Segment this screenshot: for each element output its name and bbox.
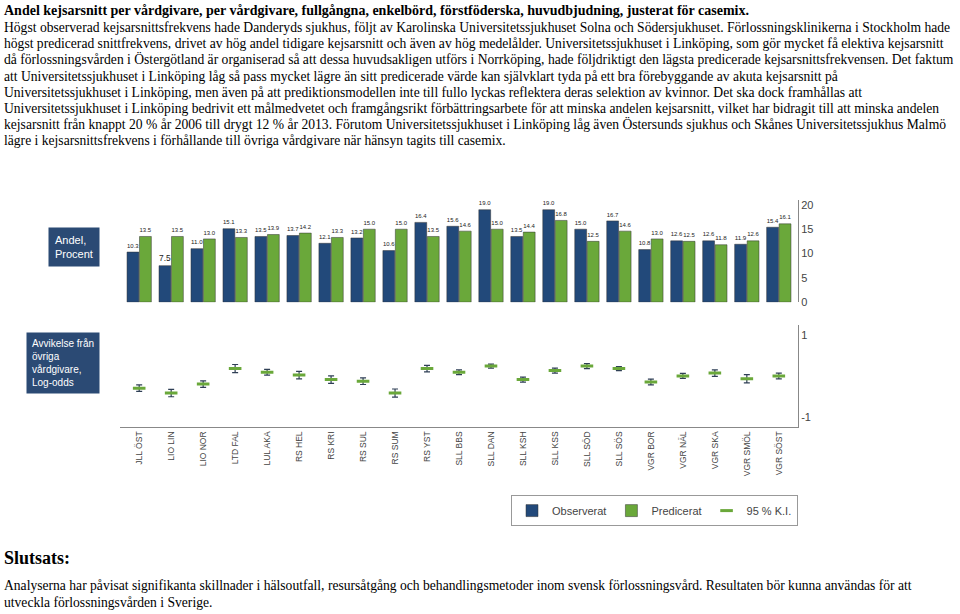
svg-text:LUL AKA: LUL AKA [262,431,272,466]
svg-text:LIO LIN: LIO LIN [166,431,176,460]
svg-text:VGR SKA: VGR SKA [710,431,720,469]
svg-text:10.3: 10.3 [127,243,139,249]
svg-text:RS YST: RS YST [422,431,432,462]
svg-text:SLL SÖD: SLL SÖD [582,431,592,467]
svg-text:16.4: 16.4 [415,213,427,219]
svg-text:13.9: 13.9 [267,225,279,231]
svg-text:13.5: 13.5 [511,227,523,233]
svg-text:10: 10 [801,247,813,259]
svg-text:10.8: 10.8 [639,240,651,246]
svg-text:16.7: 16.7 [607,212,619,218]
svg-text:1: 1 [801,329,807,341]
svg-text:12.5: 12.5 [587,232,599,238]
svg-text:15.0: 15.0 [363,220,375,226]
svg-text:VGR BOR: VGR BOR [646,431,656,470]
svg-text:13.7: 13.7 [287,226,299,232]
html-text:Högst observerad kejsarsnittsf: Högst observerad kejsarsnittsfrekvens ha… [4,20,954,149]
svg-text:16.1: 16.1 [779,214,791,220]
svg-text:VGR SMÖL: VGR SMÖL [742,431,752,476]
svg-text:13.3: 13.3 [235,228,247,234]
svg-text:13.5: 13.5 [140,227,152,233]
svg-text:LTD FAL: LTD FAL [230,431,240,464]
svg-text:VGR NÄL: VGR NÄL [678,431,688,469]
svg-text:16.8: 16.8 [555,211,567,217]
svg-text:11.0: 11.0 [191,238,203,245]
svg-text:15.0: 15.0 [395,220,407,226]
svg-text:SLL KSH: SLL KSH [518,431,528,466]
svg-text:VGR SÖST: VGR SÖST [774,431,784,475]
html-text:Slutsats:: Slutsats: [4,548,70,568]
svg-text:RS KRI: RS KRI [326,431,336,459]
svg-text:95 % K.I.: 95 % K.I. [747,505,792,517]
svg-text:JLL ÖST: JLL ÖST [134,431,144,464]
svg-text:15.6: 15.6 [447,217,459,223]
svg-text:5: 5 [801,272,807,284]
svg-text:Observerat: Observerat [552,505,606,517]
svg-text:12.1: 12.1 [319,234,331,240]
svg-text:-1: -1 [801,411,811,423]
svg-text:13.5: 13.5 [171,227,183,233]
svg-text:SLL DAN: SLL DAN [486,431,496,466]
svg-text:14.4: 14.4 [523,223,535,229]
svg-text:14.2: 14.2 [299,224,311,230]
html-text:Analyserna har påvisat signifi: Analyserna har påvisat signifikanta skil… [4,578,912,610]
svg-text:7.5: 7.5 [159,253,171,263]
svg-text:13.0: 13.0 [651,230,663,236]
svg-text:20: 20 [801,199,813,211]
svg-text:15.0: 15.0 [491,220,503,226]
svg-text:14.6: 14.6 [619,222,631,228]
svg-text:13.0: 13.0 [203,230,215,236]
svg-text:11.9: 11.9 [735,234,747,241]
svg-text:19.0: 19.0 [479,200,491,206]
svg-text:0: 0 [801,296,807,308]
svg-text:13.2: 13.2 [351,229,363,235]
svg-text:15.4: 15.4 [767,218,779,224]
svg-text:LIO NOR: LIO NOR [198,431,208,466]
svg-text:14.6: 14.6 [459,222,471,228]
svg-text:10.6: 10.6 [383,241,395,247]
svg-text:SLL KSS: SLL KSS [550,431,560,466]
html-text:Andel kejsarsnitt per vårdgiva: Andel kejsarsnitt per vårdgivare, per vå… [4,3,749,18]
svg-text:15: 15 [801,223,813,235]
svg-text:13.5: 13.5 [427,227,439,233]
svg-text:15.1: 15.1 [223,219,235,225]
svg-text:Avvikelse frånövrigavårdgivare: Avvikelse frånövrigavårdgivare,Log-odds [32,338,94,388]
svg-text:RS HEL: RS HEL [294,431,304,462]
svg-text:Predicerat: Predicerat [651,505,701,517]
svg-text:SLL SÖS: SLL SÖS [614,431,624,466]
svg-text:13.5: 13.5 [255,227,267,233]
svg-text:13.3: 13.3 [331,228,343,234]
svg-text:RS SUL: RS SUL [358,431,368,462]
svg-text:19.0: 19.0 [543,200,555,206]
svg-text:Andel,Procent: Andel,Procent [55,234,93,260]
svg-text:12.6: 12.6 [747,231,759,237]
svg-text:11.8: 11.8 [715,234,727,241]
svg-text:12.6: 12.6 [671,231,683,237]
svg-text:12.6: 12.6 [703,231,715,237]
svg-text:SLL BBS: SLL BBS [454,431,464,466]
svg-text:15.0: 15.0 [575,220,587,226]
svg-text:12.5: 12.5 [683,232,695,238]
svg-text:RS SUM: RS SUM [390,431,400,464]
